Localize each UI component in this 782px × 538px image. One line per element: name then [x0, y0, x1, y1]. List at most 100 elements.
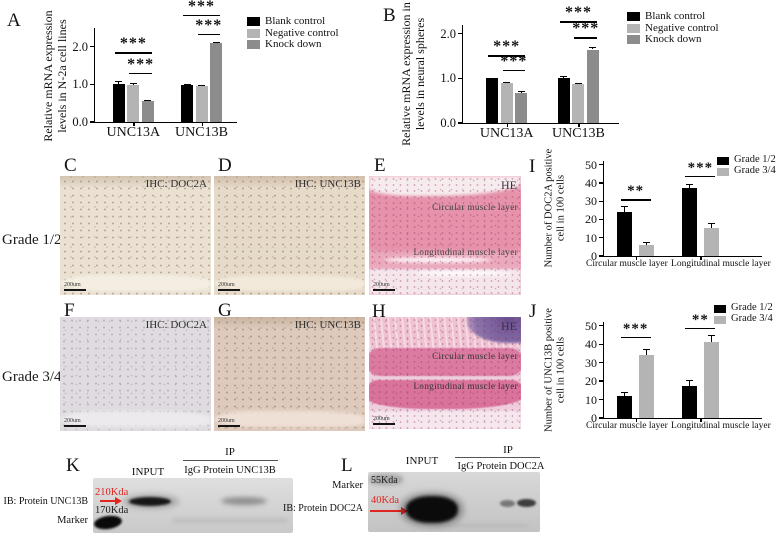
error-bar-line — [563, 76, 565, 78]
y-tick — [599, 164, 604, 166]
blot-band-marker — [93, 514, 123, 531]
y-tick — [599, 182, 604, 184]
western-blot-l: 55Kda 40Kda — [368, 472, 540, 532]
legend-swatch — [247, 40, 260, 50]
legend-label: Knock down — [265, 38, 322, 51]
bar — [515, 93, 528, 123]
mw-210kda-label: 210Kda — [95, 487, 129, 498]
x-category-label: UNC13B — [551, 126, 605, 141]
chart-j-ylabel: Number of UNC13B positive cell in 100 ce… — [544, 303, 569, 437]
legend-swatch — [627, 35, 640, 45]
input-lane-label: INPUT — [131, 466, 165, 478]
y-tick — [599, 398, 604, 401]
legend-item: Blank control — [247, 16, 339, 28]
panel-letter-a: A — [7, 10, 21, 31]
marker-label: Marker — [57, 515, 88, 526]
chart-i-ylabel-line2: cell in 100 cells — [556, 174, 567, 242]
blot-band-input — [129, 497, 171, 506]
x-tick — [133, 122, 135, 126]
blot-band-input — [406, 496, 458, 523]
bar — [639, 245, 655, 256]
stain-caption: HE — [501, 319, 517, 333]
y-tick-label: 1.0 — [440, 71, 456, 86]
legend-swatch — [714, 304, 726, 313]
chart-b-ylabel-line2: levels in neural spheres — [413, 17, 427, 131]
mw-170kda-label: 170Kda — [95, 505, 129, 516]
y-tick — [458, 77, 463, 80]
scale-label: 200um — [373, 416, 390, 422]
micrograph-h: HE Circular muscle layer Longitudinal mu… — [369, 317, 521, 429]
micrograph-g: IHC: UNC13B 200um — [214, 317, 365, 431]
sig-line — [197, 33, 220, 35]
x-tick — [506, 123, 508, 127]
bar — [181, 84, 193, 122]
panel-letter-i: I — [529, 156, 536, 177]
error-bar-line — [506, 82, 508, 83]
ip-underline — [183, 460, 278, 461]
mw-40kda-label: 40Kda — [371, 495, 399, 506]
bar — [703, 342, 719, 418]
y-tick-label: 10 — [585, 230, 597, 245]
ip-label: IP — [503, 444, 513, 456]
legend-swatch — [247, 28, 260, 38]
y-tick-label: 40 — [585, 337, 597, 352]
legend-swatch — [627, 23, 640, 33]
chart-b-ylabel: Relative mRNA expression in levels in ne… — [399, 0, 427, 154]
stain-caption: HE — [501, 178, 517, 192]
legend-item: Grade 3/4 — [714, 314, 773, 325]
mw-55kda-label: 55Kda — [371, 475, 398, 486]
legend-label: Blank control — [645, 10, 706, 23]
y-tick-label: 20 — [585, 212, 597, 227]
sig-stars: *** — [188, 0, 215, 15]
tissue-texture — [369, 317, 521, 429]
bar — [703, 227, 719, 256]
error-bar-line — [646, 242, 648, 246]
ip-lanes-label: IgG Protein UNC13B — [184, 465, 276, 476]
legend-label: Negative control — [265, 26, 339, 39]
panel-letter-d: D — [218, 155, 232, 176]
ib-antibody-label: IB: Protein DOC2A — [283, 503, 363, 514]
legend-item: Knock down — [627, 34, 719, 46]
panel-letter-l: L — [341, 455, 353, 476]
y-tick-label: 40 — [585, 175, 597, 190]
error-bar-line — [132, 83, 134, 86]
ip-label: IP — [225, 446, 235, 458]
error-bar-line — [688, 183, 690, 189]
bar — [195, 86, 208, 122]
blot-band-doc2a-2 — [517, 499, 536, 507]
panel-letter-c: C — [64, 155, 77, 176]
tissue-top-band — [369, 176, 521, 197]
ip-underline — [455, 457, 540, 458]
tissue-band — [214, 411, 365, 427]
chart-b-ylabel-line1: Relative mRNA expression in — [398, 2, 413, 146]
y-tick — [599, 200, 604, 202]
x-category-label: Circular muscle layer — [586, 421, 668, 431]
error-bar-line — [710, 334, 712, 343]
y-tick-label: 0 — [591, 411, 597, 425]
chart-j-plot: 0 10 20 30 40 50 Circular muscle layer Longitud… — [585, 312, 771, 431]
tissue-band — [60, 275, 211, 291]
legend-swatch — [717, 167, 729, 176]
error-bar-line — [624, 205, 626, 213]
bar — [210, 43, 222, 122]
chart-a-plot: 0.0 1.0 2.0 UNC13A UNC13B *** *** *** *** — [72, 0, 237, 140]
sig-line — [685, 327, 716, 329]
x-category-label: Longitudinal muscle layer — [671, 259, 771, 269]
legend-swatch — [627, 12, 640, 22]
micrograph-d: IHC: UNC13B 200um — [214, 176, 365, 295]
y-tick-label: 20 — [585, 374, 597, 389]
legend-label: Blank control — [265, 15, 326, 28]
sig-stars: *** — [195, 16, 223, 34]
sig-line — [114, 52, 152, 54]
circular-muscle-label: Circular muscle layer — [432, 351, 518, 361]
scale-label: 200um — [373, 282, 390, 288]
panel-letter-g: G — [218, 300, 232, 321]
chart-b-legend: Blank control Negative control Knock down — [627, 11, 719, 46]
legend-item: Negative control — [627, 22, 719, 35]
row-label-grade34: Grade 3/4 — [2, 369, 62, 385]
y-tick — [599, 218, 604, 221]
error-bar-line — [118, 81, 120, 84]
bar — [617, 395, 633, 418]
sig-line — [488, 55, 526, 57]
chart-j-ylabel-line1: Number of UNC13B positive — [543, 308, 555, 432]
